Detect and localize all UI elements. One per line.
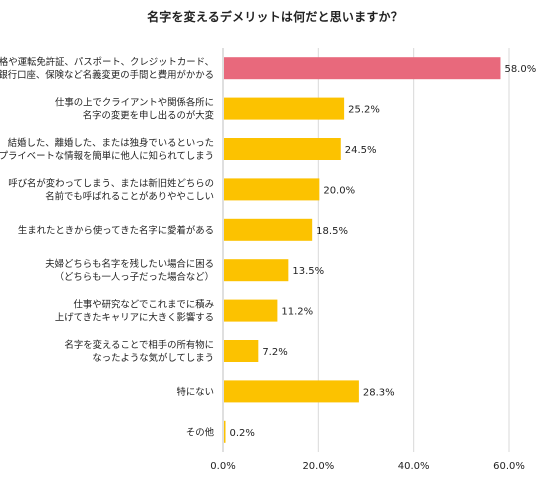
category-label: その他 (186, 426, 215, 438)
value-label: 0.2% (230, 428, 255, 439)
value-label: 11.2% (281, 307, 313, 318)
category-label: 呼び名が変わってしまう、または新旧姓どちらの名前でも呼ばれることがありややこしい (8, 177, 214, 202)
category-label: 生まれたときから使ってきた名字に愛着がある (18, 224, 214, 236)
x-tick-label: 20.0% (302, 461, 334, 472)
value-label: 58.0% (504, 64, 536, 75)
category-label: 仕事の上でクライアントや関係各所に名字の変更を申し出るのが大変 (55, 97, 214, 122)
bar (224, 57, 501, 80)
x-axis-ticks: 0.0% 20.0% 40.0% 60.0% (210, 461, 525, 472)
value-label: 13.5% (292, 266, 324, 277)
value-label: 25.2% (348, 105, 380, 116)
category-label: 特にない (176, 386, 214, 398)
bar (224, 340, 259, 362)
value-label: 24.5% (345, 145, 377, 156)
value-label: 7.2% (262, 347, 287, 358)
bar (224, 380, 359, 403)
value-labels: 58.0% 25.2% 24.5% 20.0% 18.5% 13.5% 11.2% 7.2% 2… (230, 64, 537, 439)
category-labels: 資格や運転免許証、パスポート、クレジットカード、銀行口座、保険など名義変更の手間… (0, 56, 215, 438)
chart-title: 名字を変えるデメリットは何だと思いますか？ (147, 10, 403, 24)
category-label: 仕事や研究などでこれまでに積み上げてきたキャリアに大きく影響する (55, 299, 214, 324)
bar (224, 97, 345, 120)
x-tick-label: 40.0% (398, 461, 430, 472)
bar (224, 299, 278, 322)
bar (224, 218, 313, 241)
bar (224, 138, 341, 160)
category-label: 夫婦どちらも名字を残したい場合に困る（どちらも一人っ子だった場合など） (45, 258, 214, 283)
value-label: 18.5% (316, 226, 348, 237)
bar (224, 178, 320, 201)
category-label: 結婚した、離婚した、または独身でいるといったプライベートな情報を簡単に他人に知ら… (0, 137, 214, 162)
gridlines (222, 48, 510, 452)
x-tick-label: 0.0% (210, 461, 235, 472)
category-label: 資格や運転免許証、パスポート、クレジットカード、銀行口座、保険など名義変更の手間… (0, 56, 214, 81)
category-label: 名字を変えることで相手の所有物になったような気がしてしまう (65, 339, 214, 364)
bar (224, 420, 226, 443)
value-label: 20.0% (323, 185, 355, 196)
bars (224, 57, 501, 443)
value-label: 28.3% (363, 387, 395, 398)
x-tick-label: 60.0% (493, 461, 525, 472)
bar (224, 259, 289, 282)
